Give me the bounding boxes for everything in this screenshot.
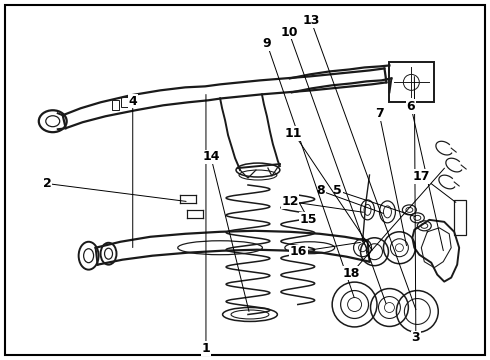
Text: 7: 7 — [375, 107, 384, 120]
Text: 16: 16 — [290, 245, 307, 258]
Bar — [390, 62, 434, 102]
Text: 4: 4 — [128, 95, 137, 108]
Bar — [122, 97, 129, 107]
Text: 17: 17 — [413, 170, 430, 183]
Text: 1: 1 — [201, 342, 210, 355]
Text: 3: 3 — [412, 331, 420, 344]
Bar — [112, 100, 120, 110]
Text: 10: 10 — [280, 26, 298, 39]
Text: 13: 13 — [302, 14, 319, 27]
Text: 6: 6 — [407, 100, 415, 113]
Text: 9: 9 — [263, 37, 271, 50]
Text: 12: 12 — [281, 195, 299, 208]
Bar — [454, 200, 466, 235]
Text: 5: 5 — [333, 184, 342, 197]
Text: 11: 11 — [285, 127, 302, 140]
Text: 2: 2 — [43, 177, 51, 190]
Text: 8: 8 — [317, 184, 325, 197]
Text: 18: 18 — [343, 267, 360, 280]
Text: 15: 15 — [300, 213, 317, 226]
Text: 14: 14 — [202, 150, 220, 163]
